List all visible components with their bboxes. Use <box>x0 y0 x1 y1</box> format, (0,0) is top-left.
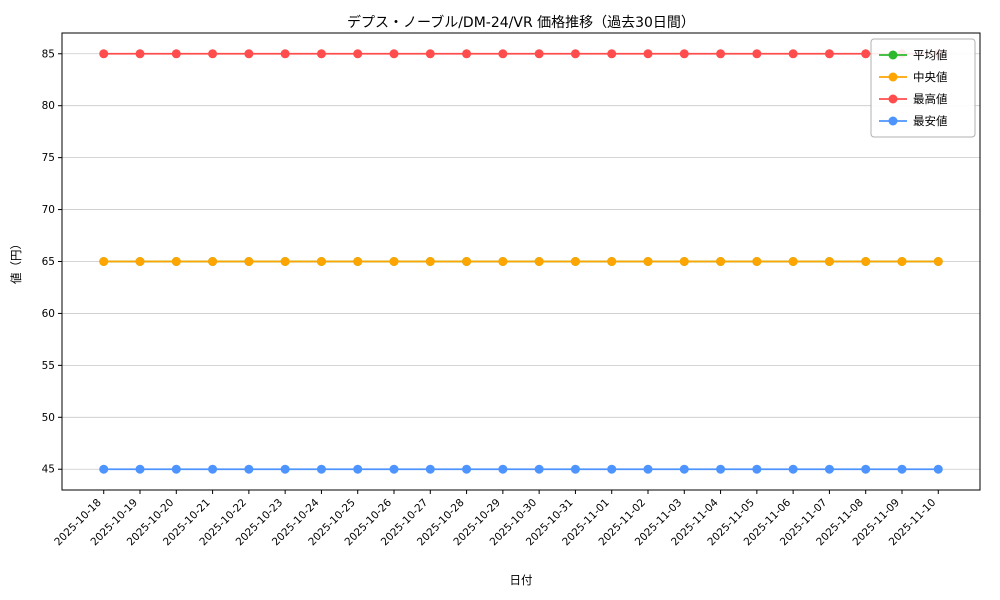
svg-text:50: 50 <box>42 412 55 424</box>
svg-text:最安値: 最安値 <box>913 114 948 128</box>
plot-border <box>61 32 981 491</box>
series-lowest <box>99 464 943 474</box>
svg-text:45: 45 <box>42 464 55 476</box>
svg-text:80: 80 <box>42 100 55 112</box>
x-axis-label: 日付 <box>509 573 533 587</box>
svg-text:85: 85 <box>42 48 55 60</box>
y-axis-ticks: 45 50 55 60 65 70 75 80 85 <box>42 48 62 476</box>
series-highest <box>99 49 943 59</box>
series-median <box>99 257 943 266</box>
svg-text:55: 55 <box>42 360 55 372</box>
legend-entry-highest: 最高値 <box>879 92 948 106</box>
svg-text:70: 70 <box>42 204 55 216</box>
legend-entry-average: 平均値 <box>879 48 948 62</box>
svg-text:75: 75 <box>42 152 55 164</box>
legend-entry-median: 中央値 <box>879 70 948 84</box>
svg-text:最高値: 最高値 <box>913 92 948 106</box>
svg-text:65: 65 <box>42 256 55 268</box>
svg-text:60: 60 <box>42 308 55 320</box>
chart-title: デプス・ノーブル/DM-24/VR 価格推移（過去30日間） <box>347 15 695 31</box>
legend-entry-lowest: 最安値 <box>879 114 948 128</box>
svg-text:平均値: 平均値 <box>913 48 948 62</box>
x-axis-ticks: 2025-10-182025-10-192025-10-202025-10-21… <box>52 490 939 548</box>
svg-text:中央値: 中央値 <box>913 70 948 84</box>
